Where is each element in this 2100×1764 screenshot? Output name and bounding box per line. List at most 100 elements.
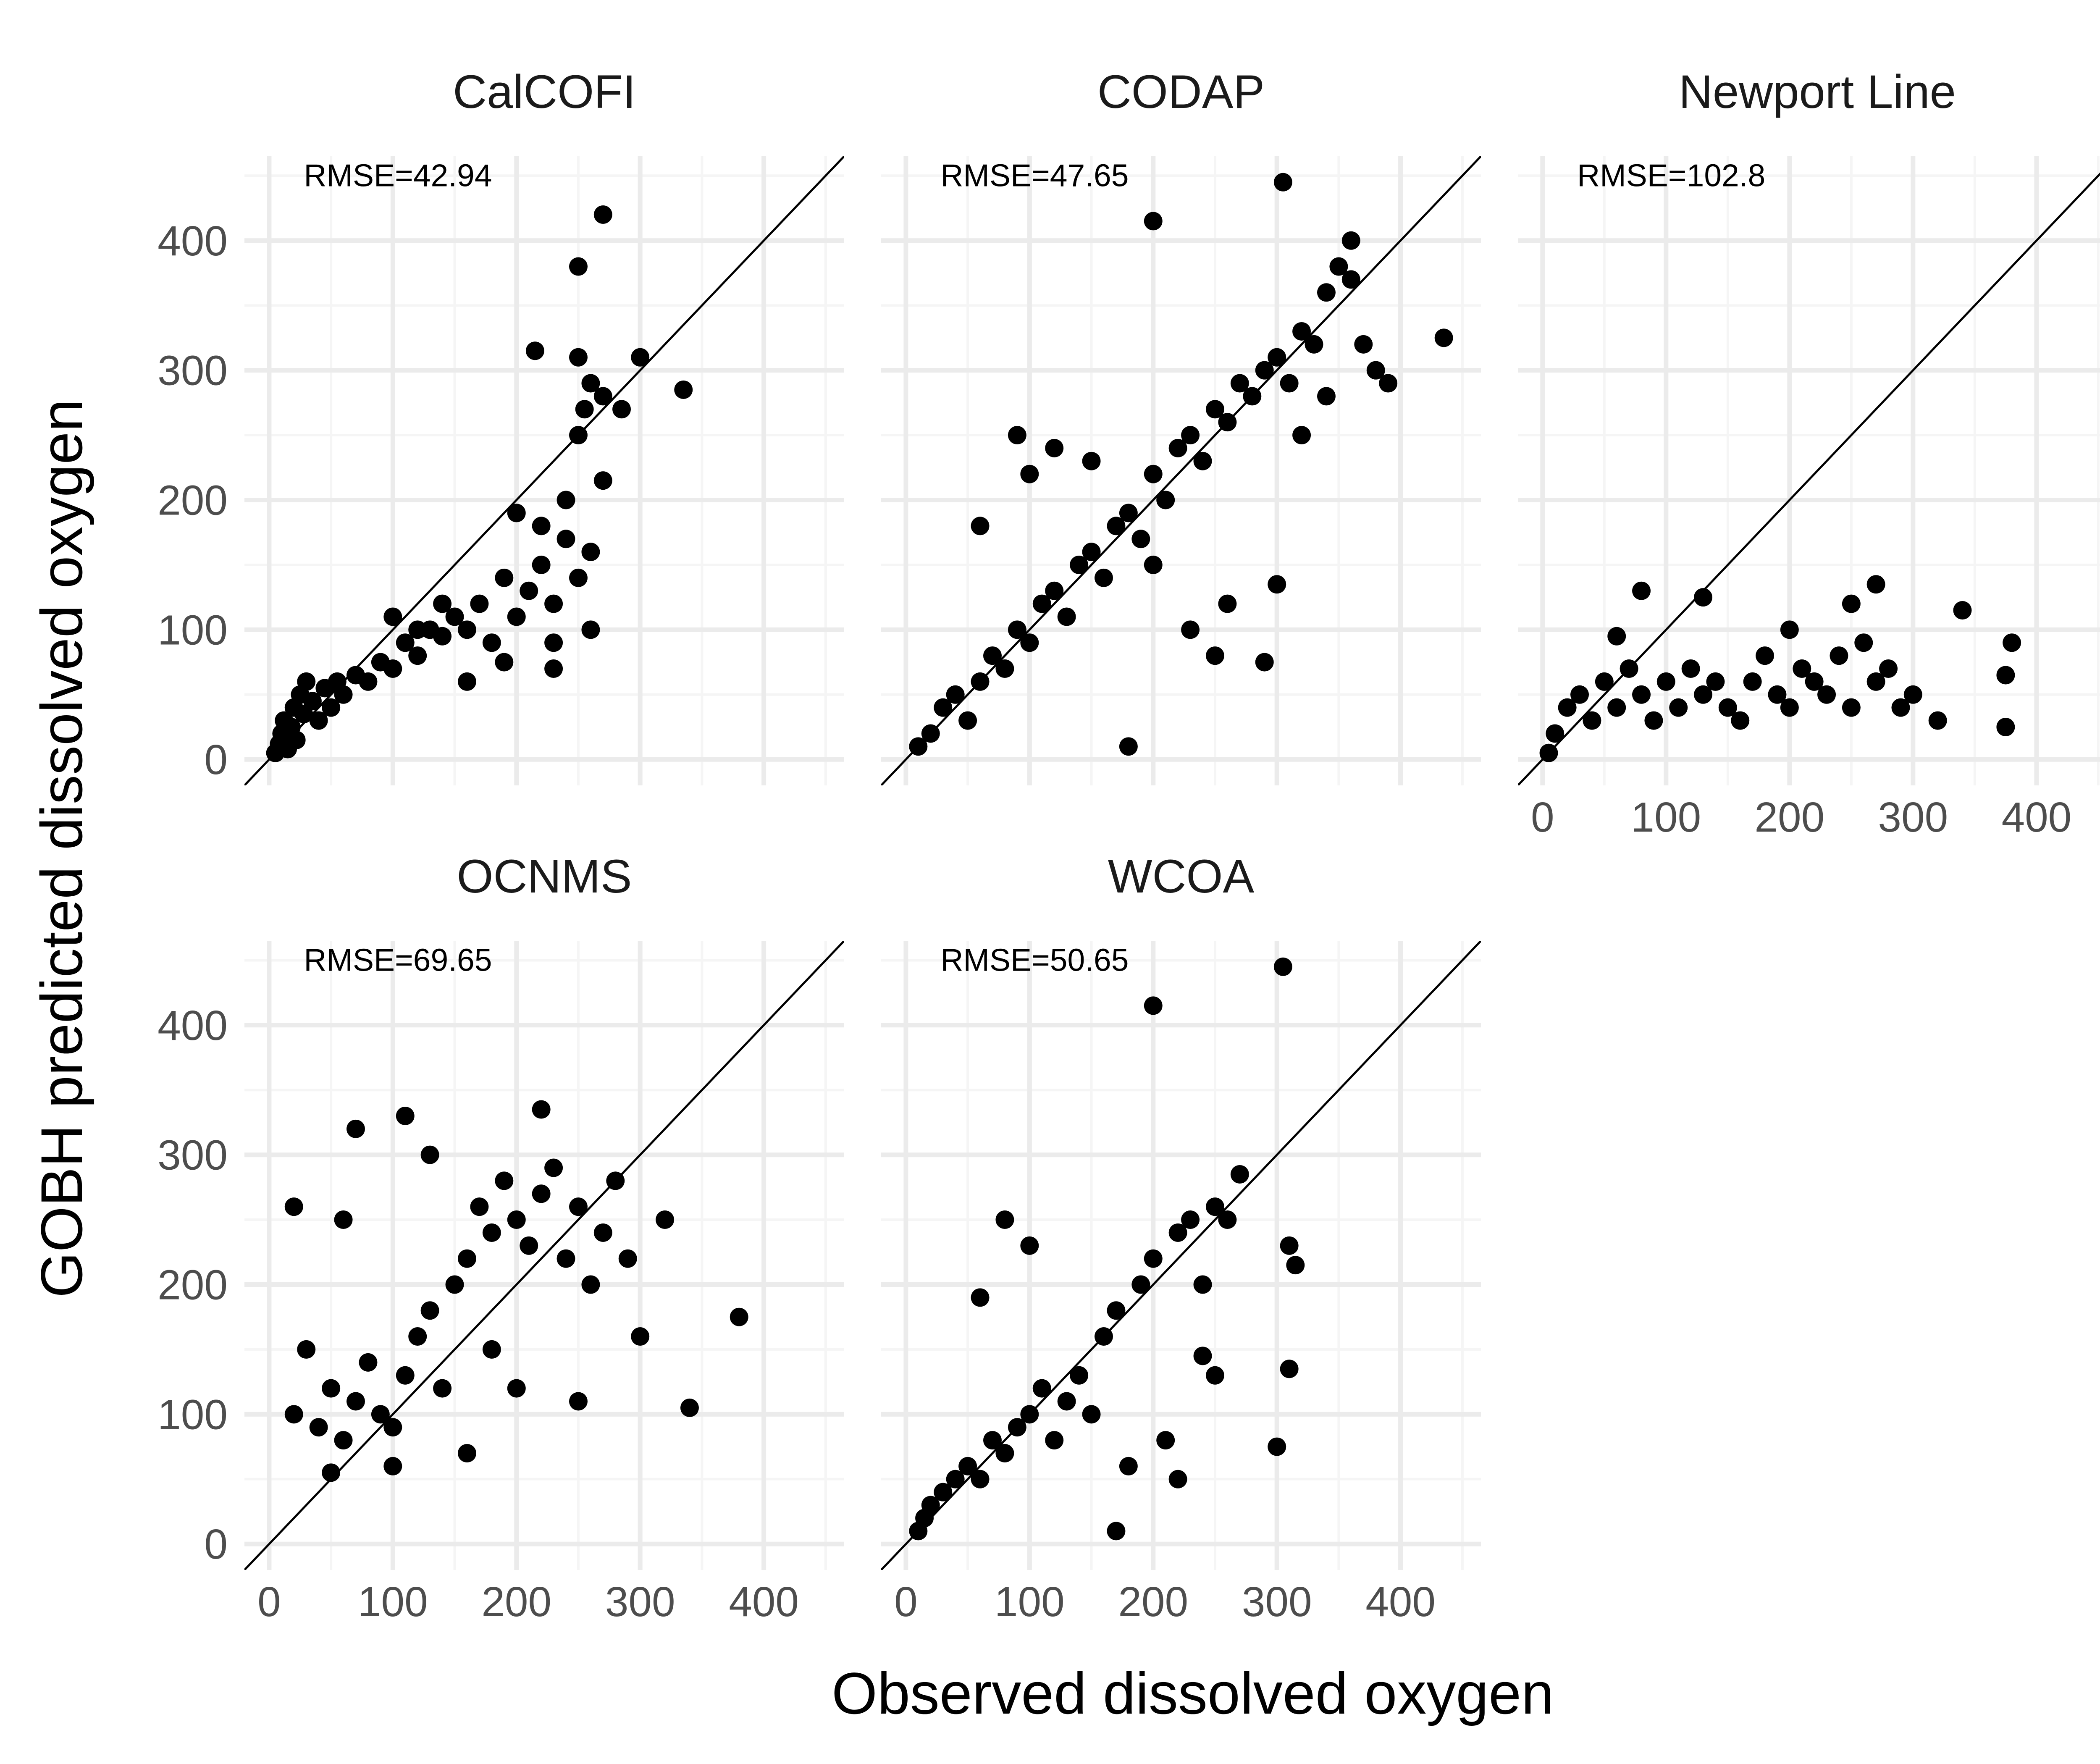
data-point [995, 659, 1014, 678]
data-point [303, 692, 322, 711]
data-point [618, 1249, 637, 1268]
y-tick-label: 0 [204, 736, 228, 783]
data-point [445, 607, 464, 626]
data-point [1156, 491, 1175, 509]
data-point [1107, 1301, 1126, 1320]
x-tick-label: 200 [481, 1578, 551, 1625]
data-point [1354, 335, 1373, 354]
data-point [520, 1236, 538, 1255]
data-point [569, 568, 588, 587]
panels-layer: CalCOFI RMSE=42.94 0 100 200 300 400 CODAP RMSE=… [158, 66, 2100, 1625]
panel: WCOA RMSE=50.65 0 100 200 300 400 [881, 850, 1481, 1625]
data-point [284, 1405, 303, 1424]
reference-line [881, 941, 1481, 1570]
panel: Newport Line RMSE=102.8 0 100 200 300 400 [1518, 66, 2100, 841]
data-point [1891, 698, 1910, 717]
data-point [593, 1223, 612, 1242]
panel: OCNMS RMSE=69.65 0 100 200 300 400 0 100 200 300 40… [158, 850, 844, 1625]
data-point [934, 1483, 953, 1502]
data-point [1317, 283, 1336, 302]
data-point [1768, 685, 1787, 704]
data-point [1292, 426, 1311, 445]
data-point [1273, 957, 1292, 976]
x-tick-label: 200 [1118, 1578, 1188, 1625]
data-point [507, 1379, 526, 1398]
data-point [1032, 1379, 1051, 1398]
data-point [433, 1379, 452, 1398]
data-point [507, 504, 526, 522]
data-point [1620, 659, 1638, 678]
reference-line [244, 156, 844, 785]
data-point [1546, 724, 1564, 743]
x-tick-label: 400 [729, 1578, 799, 1625]
data-point [1008, 426, 1026, 445]
data-point [946, 685, 965, 704]
y-tick-label: 400 [158, 218, 228, 265]
data-point [1780, 620, 1799, 639]
data-point [1292, 322, 1311, 341]
data-point [322, 698, 341, 717]
data-point [396, 633, 415, 652]
data-point [544, 1158, 563, 1177]
data-point [457, 1249, 476, 1268]
data-point [322, 1463, 341, 1482]
data-point [971, 517, 990, 536]
panel: CODAP RMSE=47.65 [881, 66, 1481, 785]
rmse-label: RMSE=42.94 [304, 158, 492, 193]
data-point [1268, 348, 1286, 367]
x-tick-label: 400 [1365, 1578, 1436, 1625]
data-point [383, 1457, 402, 1475]
data-point [1008, 620, 1026, 639]
data-point [581, 620, 600, 639]
data-point [445, 1275, 464, 1294]
data-point [297, 672, 316, 691]
data-point [284, 1197, 303, 1216]
data-point [1107, 517, 1126, 536]
data-point [1434, 328, 1453, 347]
data-point [1570, 685, 1589, 704]
rmse-label: RMSE=102.8 [1577, 158, 1765, 193]
reference-line [1518, 172, 2100, 785]
data-point [433, 594, 452, 613]
data-point [383, 659, 402, 678]
data-point [1706, 672, 1725, 691]
rmse-label: RMSE=47.65 [940, 158, 1129, 193]
data-point [371, 1405, 390, 1424]
data-point [1144, 212, 1163, 231]
data-point [1020, 1236, 1039, 1255]
data-point [1032, 594, 1051, 613]
x-tick-label: 0 [257, 1578, 281, 1625]
data-point [1255, 653, 1274, 672]
data-point [1156, 1431, 1175, 1450]
data-point [1903, 685, 1922, 704]
data-point [1205, 400, 1224, 419]
data-point [1181, 620, 1200, 639]
data-point [556, 530, 575, 549]
data-point [1119, 504, 1138, 522]
data-point [1607, 698, 1626, 717]
data-point [1082, 543, 1101, 562]
data-point [532, 555, 551, 574]
y-tick-label: 300 [158, 347, 228, 394]
data-point [396, 1106, 415, 1125]
data-point [1144, 555, 1163, 574]
data-point [532, 517, 551, 536]
data-point [1082, 452, 1101, 470]
panel-title: CalCOFI [453, 66, 636, 118]
data-point [287, 730, 306, 749]
data-point [593, 471, 612, 490]
data-point [457, 1444, 476, 1463]
data-point [1317, 387, 1336, 406]
data-point [1008, 1418, 1026, 1437]
panel-title: WCOA [1108, 850, 1255, 903]
data-point [1131, 530, 1150, 549]
data-point [309, 1418, 328, 1437]
data-point [1681, 659, 1700, 678]
data-point [674, 380, 693, 399]
x-tick-label: 400 [2001, 794, 2071, 841]
data-point [1583, 711, 1601, 730]
data-point [482, 633, 501, 652]
x-axis-title: Observed dissolved oxygen [832, 1660, 1554, 1726]
data-point [575, 400, 594, 419]
data-point [1168, 438, 1187, 457]
